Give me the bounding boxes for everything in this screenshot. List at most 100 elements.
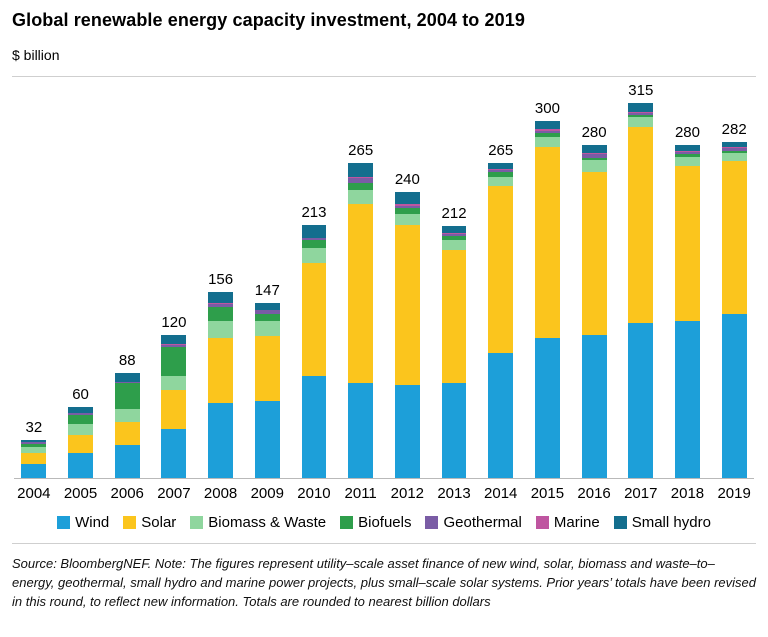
total-value-label: 315	[628, 82, 654, 100]
segment-solar	[721, 161, 747, 314]
segment-solar	[394, 224, 420, 386]
segment-biomass-waste	[161, 375, 187, 390]
segment-geothermal	[21, 442, 47, 444]
bar-column: 265	[344, 142, 378, 478]
segment-solar	[488, 186, 514, 354]
segment-wind	[21, 463, 47, 478]
stacked-bar	[441, 225, 467, 478]
legend-item-biofuels: Biofuels	[340, 514, 411, 531]
segment-biomass-waste	[114, 409, 140, 423]
segment-small-hydro	[581, 144, 607, 154]
stacked-bar	[301, 224, 327, 478]
segment-biofuels	[581, 157, 607, 161]
segment-small-hydro	[68, 406, 93, 413]
legend-label: Small hydro	[631, 514, 711, 531]
segment-geothermal	[68, 412, 93, 415]
segment-biomass-waste	[534, 136, 560, 148]
stacked-bar	[161, 335, 187, 478]
segment-biomass-waste	[21, 447, 47, 454]
segment-marine	[348, 176, 374, 179]
segment-wind	[68, 453, 93, 478]
segment-biofuels	[394, 207, 420, 214]
x-axis-tick-label: 2013	[437, 485, 471, 502]
segment-geothermal	[581, 154, 607, 158]
total-value-label: 300	[534, 100, 560, 118]
segment-small-hydro	[675, 144, 700, 151]
total-value-label: 282	[721, 121, 747, 139]
segment-small-hydro	[301, 224, 327, 238]
legend-item-wind: Wind	[57, 514, 109, 531]
segment-marine	[581, 153, 607, 155]
legend-label: Biomass & Waste	[208, 514, 327, 531]
segment-geothermal	[721, 148, 747, 151]
x-axis-tick-label: 2019	[717, 485, 751, 502]
segment-geothermal	[628, 112, 654, 116]
segment-biomass-waste	[628, 117, 654, 127]
segment-biofuels	[68, 414, 93, 425]
x-axis-tick-label: 2016	[577, 485, 611, 502]
x-axis-tick-label: 2009	[250, 485, 284, 502]
segment-small-hydro	[114, 373, 140, 382]
segment-biomass-waste	[581, 160, 607, 173]
stacked-bar	[68, 406, 93, 478]
segment-solar	[441, 249, 467, 383]
segment-small-hydro	[441, 225, 467, 233]
segment-biofuels	[348, 182, 374, 191]
segment-marine	[675, 150, 700, 152]
stacked-bar-chart: 32 60 88 120 156 147 213 265 240 212 265 300 280 315 2…	[12, 77, 756, 502]
stacked-bar	[534, 121, 560, 478]
legend-swatch	[57, 516, 71, 529]
segment-solar	[534, 147, 560, 338]
bar-column: 282	[717, 121, 751, 478]
segment-solar	[581, 172, 607, 336]
chart-legend: Wind Solar Biomass & Waste Biofuels Geotherm…	[12, 514, 756, 531]
stacked-bar	[348, 162, 374, 478]
segment-solar	[68, 435, 93, 454]
bar-column: 315	[624, 82, 658, 478]
x-axis-tick-label: 2005	[63, 485, 98, 502]
stacked-bar	[675, 144, 700, 478]
total-value-label: 280	[674, 123, 700, 141]
x-axis-tick-label: 2012	[390, 485, 425, 502]
x-axis-tick-label: 2014	[484, 485, 518, 502]
stacked-bar	[488, 162, 514, 478]
legend-label: Geothermal	[443, 514, 522, 531]
total-value-label: 280	[581, 123, 607, 141]
bar-column: 147	[250, 282, 284, 478]
segment-wind	[301, 375, 327, 478]
bar-column: 300	[531, 100, 565, 478]
bar-column: 32	[17, 419, 51, 478]
segment-solar	[208, 337, 234, 404]
segment-small-hydro	[208, 292, 234, 304]
x-axis-tick-label: 2015	[530, 485, 565, 502]
bar-column: 280	[671, 124, 705, 478]
bar-column: 60	[64, 386, 98, 478]
stacked-bar	[394, 192, 420, 478]
stacked-bar	[114, 373, 140, 478]
segment-marine	[721, 147, 747, 149]
segment-biomass-waste	[394, 213, 420, 225]
segment-geothermal	[394, 205, 420, 208]
segment-geothermal	[161, 344, 187, 348]
segment-wind	[675, 320, 700, 478]
segment-wind	[581, 335, 607, 478]
segment-geothermal	[208, 304, 234, 307]
segment-geothermal	[254, 310, 280, 314]
top-divider	[12, 76, 756, 77]
segment-biofuels	[161, 347, 187, 376]
bar-column: 265	[484, 142, 518, 478]
segment-solar	[628, 126, 654, 324]
segment-small-hydro	[488, 162, 514, 169]
bar-column: 280	[577, 124, 611, 478]
segment-biomass-waste	[254, 320, 280, 337]
segment-biomass-waste	[675, 156, 700, 167]
segment-wind	[488, 353, 514, 478]
legend-item-small-hydro: Small hydro	[613, 514, 711, 531]
segment-wind	[394, 385, 420, 478]
legend-swatch	[340, 516, 354, 529]
segment-marine	[441, 232, 467, 235]
segment-solar	[161, 389, 187, 430]
segment-small-hydro	[21, 439, 47, 443]
total-value-label: 60	[72, 385, 89, 403]
segment-geothermal	[348, 178, 374, 183]
